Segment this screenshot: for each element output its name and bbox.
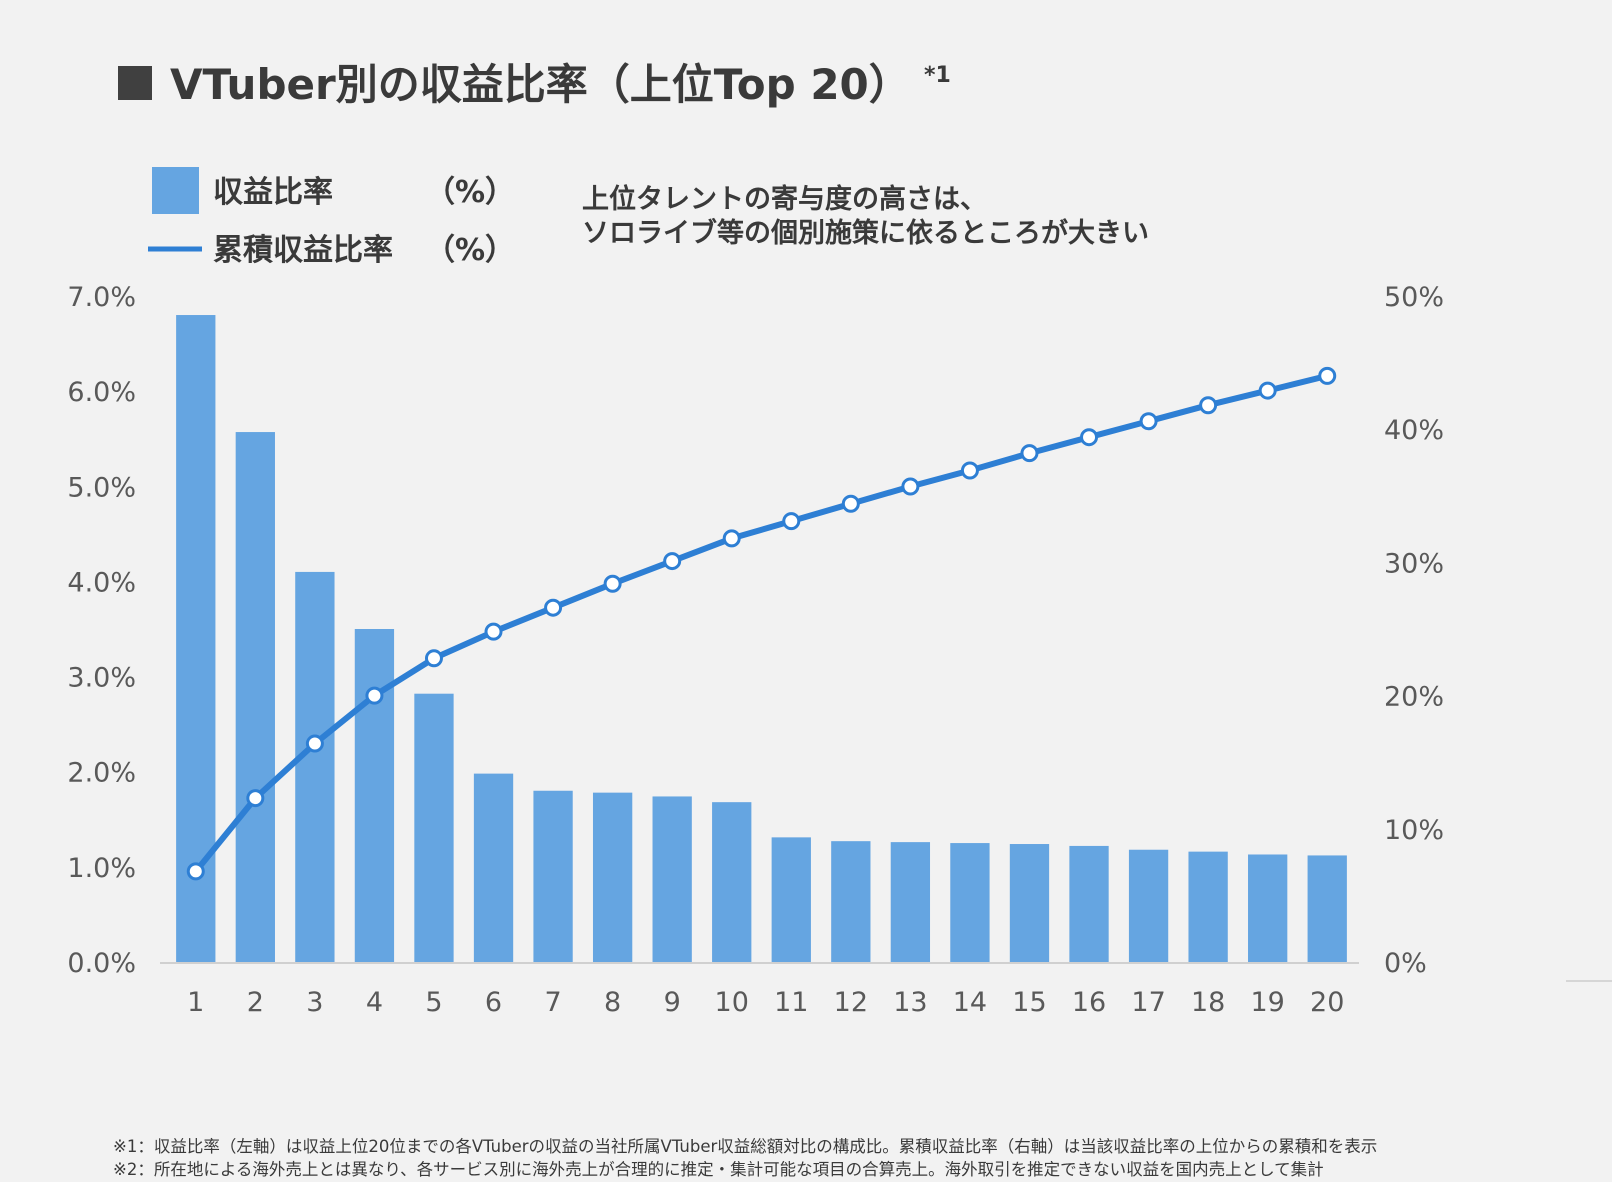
x-tick-label: 20 (1310, 987, 1344, 1018)
cumulative-point (722, 529, 741, 548)
y-left-tick-label: 7.0% (67, 282, 136, 313)
x-tick-label: 19 (1250, 987, 1284, 1018)
x-tick-label: 4 (366, 987, 383, 1018)
bar (1069, 845, 1109, 962)
y-left-tick-label: 6.0% (67, 377, 136, 408)
y-right-tick-label: 10% (1384, 815, 1444, 846)
legend-bar-unit: （%） (425, 175, 515, 210)
cumulative-point (603, 574, 622, 593)
x-tick-label: 11 (774, 987, 808, 1018)
legend-bar-label: 収益比率 (213, 175, 333, 210)
y-left-tick-label: 2.0% (67, 758, 136, 789)
bar-series (176, 315, 1347, 962)
cumulative-point (782, 512, 801, 531)
bar (890, 842, 931, 962)
legend-line-unit: （%） (425, 233, 515, 268)
bar (1248, 854, 1288, 962)
x-tick-label: 8 (604, 987, 621, 1018)
x-axis: 1 2 3 4 5 6 7 8 9 10 11 12 13 14 15 16 17 18 19 20 (187, 987, 1344, 1018)
bar (831, 841, 871, 962)
y-left-tick-label: 4.0% (67, 567, 136, 598)
y-left-tick-label: 3.0% (67, 663, 136, 694)
bar (771, 837, 811, 962)
x-tick-label: 15 (1012, 987, 1046, 1018)
cumulative-point (484, 622, 503, 641)
cumulative-point (1020, 444, 1039, 463)
cumulative-point (424, 649, 443, 668)
y-right-tick-label: 20% (1384, 682, 1444, 713)
y-left-tick-label: 0.0% (67, 948, 136, 979)
x-tick-label: 16 (1072, 987, 1106, 1018)
chart-title-note: *1 (924, 63, 951, 88)
y-right-tick-label: 0% (1384, 948, 1427, 979)
bar (1128, 849, 1169, 962)
bar (712, 802, 752, 962)
cumulative-point (1318, 366, 1337, 385)
x-tick-label: 7 (544, 987, 561, 1018)
bar (235, 432, 275, 962)
bar (652, 796, 692, 962)
bar (295, 571, 335, 962)
cumulative-point (365, 686, 384, 705)
x-tick-label: 9 (664, 987, 681, 1018)
cumulative-point (1199, 396, 1218, 415)
cumulative-point (841, 494, 860, 513)
x-tick-label: 6 (485, 987, 502, 1018)
cumulative-point (960, 461, 979, 480)
left-axis: 0.0% 1.0% 2.0% 3.0% 4.0% 5.0% 6.0% 7.0% (67, 282, 136, 979)
y-right-tick-label: 50% (1384, 282, 1444, 313)
cumulative-line (192, 372, 1331, 875)
annotation-line-2: ソロライブ等の個別施策に依るところが大きい (582, 217, 1149, 249)
x-tick-label: 5 (425, 987, 442, 1018)
cumulative-point (305, 734, 324, 753)
bar (354, 629, 395, 962)
bar (533, 790, 573, 962)
y-left-tick-label: 1.0% (67, 853, 136, 884)
y-right-tick-label: 40% (1384, 415, 1444, 446)
legend: 収益比率 （%） 累積収益比率 （%） (148, 167, 515, 268)
cumulative-point (901, 477, 920, 496)
cumulative-point (1139, 412, 1158, 431)
x-tick-label: 17 (1131, 987, 1165, 1018)
title-square-icon (118, 66, 152, 100)
legend-bar-swatch (152, 167, 199, 214)
bar (1009, 844, 1050, 962)
x-tick-label: 14 (953, 987, 987, 1018)
x-tick-label: 18 (1191, 987, 1225, 1018)
bar (1307, 855, 1347, 962)
bar (950, 843, 990, 962)
footnote-2: ※2：所在地による海外売上とは異なり、各サービス別に海外売上が合理的に推定・集計… (113, 1160, 1324, 1179)
x-tick-label: 10 (715, 987, 749, 1018)
cumulative-point (1080, 428, 1099, 447)
x-tick-label: 13 (893, 987, 927, 1018)
bar (473, 773, 514, 962)
y-left-tick-label: 5.0% (67, 472, 136, 503)
footnote-1: ※1：収益比率（左軸）は収益上位20位までの各VTuberの収益の当社所属VTu… (113, 1137, 1377, 1156)
cumulative-point (544, 598, 563, 617)
x-tick-label: 12 (834, 987, 868, 1018)
cumulative-point (663, 552, 682, 571)
legend-line-label: 累積収益比率 (213, 233, 393, 268)
x-tick-label: 1 (187, 987, 204, 1018)
bar (1188, 851, 1228, 962)
x-tick-label: 3 (306, 987, 323, 1018)
right-axis: 0% 10% 20% 30% 40% 50% (1384, 282, 1444, 979)
chart-title: VTuber別の収益比率（上位Top 20） (170, 60, 911, 109)
x-tick-label: 2 (247, 987, 264, 1018)
cumulative-point (246, 789, 265, 808)
cumulative-line-series (186, 366, 1337, 881)
annotation-line-1: 上位タレントの寄与度の高さは、 (582, 183, 987, 215)
cumulative-point (186, 862, 205, 881)
cumulative-point (1258, 381, 1277, 400)
bar (414, 693, 454, 962)
y-right-tick-label: 30% (1384, 548, 1444, 579)
bar (592, 792, 633, 962)
